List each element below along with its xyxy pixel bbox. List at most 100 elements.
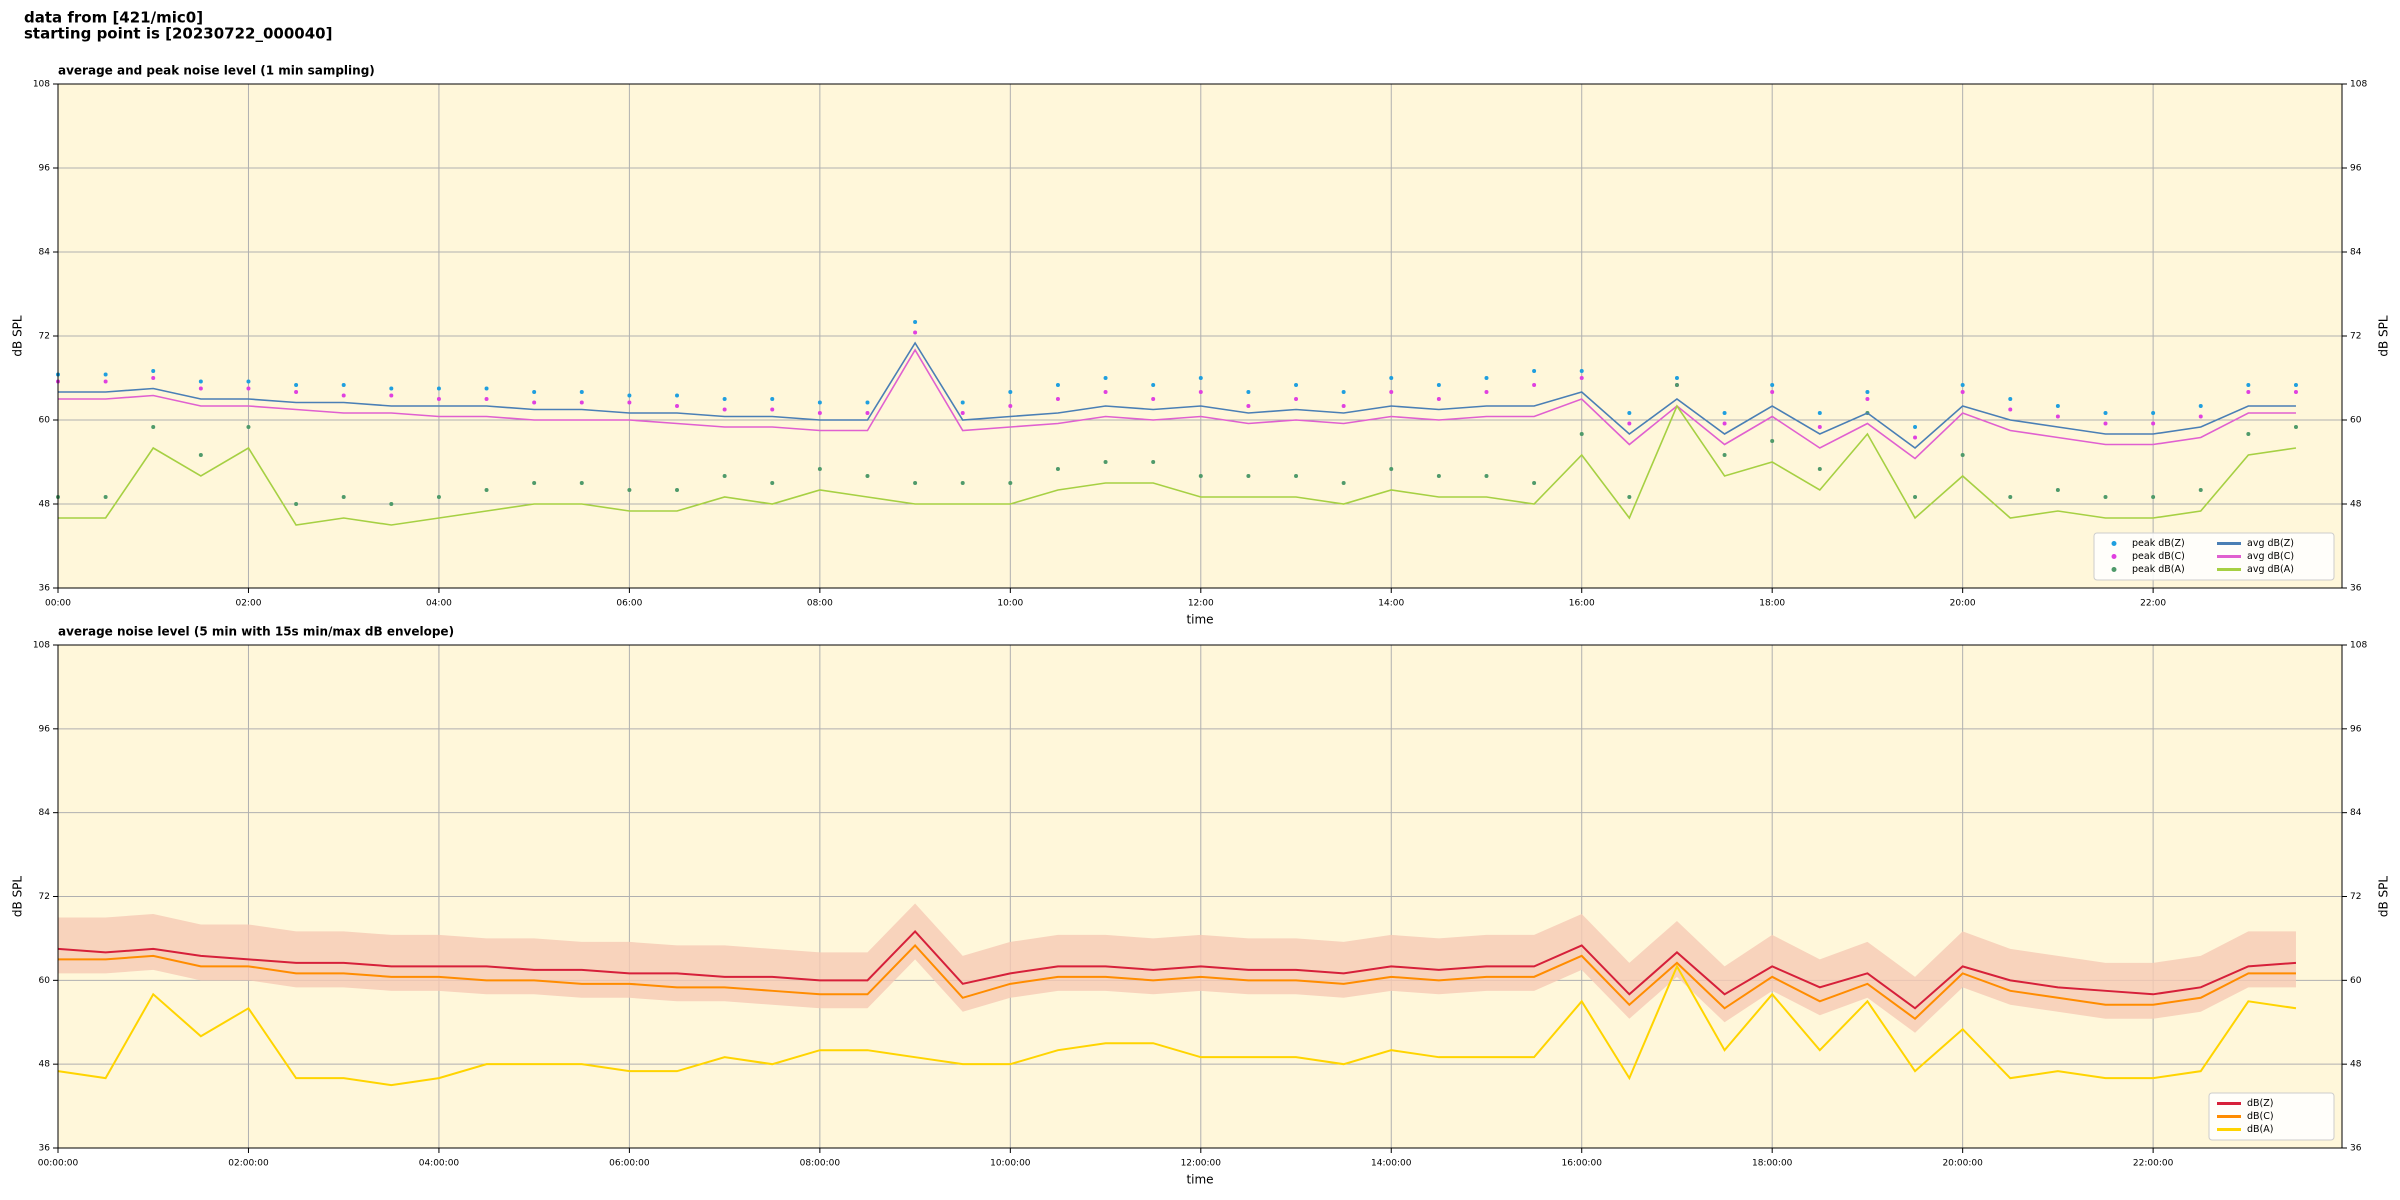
peak-dot xyxy=(960,481,965,485)
peak-dot xyxy=(2293,425,2298,429)
peak-dot xyxy=(1960,383,1965,387)
peak-dot xyxy=(1436,474,1441,478)
chart-title: average noise level (5 min with 15s min/… xyxy=(58,625,454,639)
header-line: data from [421/mic0] xyxy=(24,9,203,27)
peak-dot xyxy=(1532,383,1537,387)
peak-dot xyxy=(913,481,918,485)
y-tick-label: 72 xyxy=(39,892,50,902)
y-tick-label: 72 xyxy=(39,332,50,342)
peak-dot xyxy=(2151,421,2156,426)
legend-box xyxy=(2093,532,2335,581)
peak-dot xyxy=(770,397,775,401)
peak-dot xyxy=(2151,411,2156,415)
y-tick-label: 48 xyxy=(39,500,51,510)
peak-dot xyxy=(865,474,870,478)
legend-label: dB(A) xyxy=(2247,1124,2273,1135)
y-tick-label: 84 xyxy=(39,248,51,258)
legend-label: avg dB(C) xyxy=(2247,551,2294,562)
peak-dot xyxy=(2246,390,2251,394)
header-line: starting point is [20230722_000040] xyxy=(24,25,332,43)
peak-dot xyxy=(1484,376,1489,380)
x-tick-label: 12:00 xyxy=(1188,599,1214,609)
x-tick-label: 16:00:00 xyxy=(1562,1159,1603,1169)
peak-dot xyxy=(960,411,965,415)
peak-dot xyxy=(1579,376,1584,380)
peak-dot xyxy=(484,488,489,492)
peak-dot xyxy=(770,407,775,412)
peak-dot xyxy=(1960,390,1965,394)
peak-dot xyxy=(1532,369,1537,373)
peak-dot xyxy=(341,495,346,499)
peak-dot xyxy=(1246,404,1251,408)
peak-dot xyxy=(1532,481,1537,485)
x-tick-label: 00:00 xyxy=(45,599,71,609)
y2-tick-label: 36 xyxy=(2350,1144,2362,1154)
peak-dot xyxy=(103,372,108,377)
peak-dot xyxy=(1103,376,1108,380)
x-tick-label: 06:00:00 xyxy=(609,1159,650,1169)
peak-dot xyxy=(1103,390,1108,394)
x-tick-label: 10:00:00 xyxy=(990,1159,1031,1169)
peak-dot xyxy=(2008,397,2013,401)
peak-dot xyxy=(2246,383,2251,387)
y2-tick-label: 36 xyxy=(2350,584,2362,594)
x-tick-label: 16:00 xyxy=(1569,599,1595,609)
peak-dot xyxy=(436,495,441,499)
y-tick-label: 48 xyxy=(39,1060,51,1070)
peak-dot xyxy=(770,481,775,485)
peak-dot xyxy=(532,481,537,485)
peak-dot xyxy=(1008,390,1013,394)
peak-dot xyxy=(1151,397,1156,401)
peak-dot xyxy=(2198,488,2203,492)
x-tick-label: 08:00:00 xyxy=(800,1159,841,1169)
peak-dot xyxy=(1674,376,1679,380)
y2-axis-label: dB SPL xyxy=(2377,876,2391,918)
peak-dot xyxy=(817,467,822,471)
y2-tick-label: 96 xyxy=(2350,164,2362,174)
legend-label: avg dB(A) xyxy=(2247,564,2294,575)
peak-dot xyxy=(675,488,680,492)
peak-dot xyxy=(2055,404,2060,408)
peak-dot xyxy=(579,390,584,394)
peak-dot xyxy=(2055,414,2060,419)
peak-dot xyxy=(2103,421,2108,426)
peak-dot xyxy=(2198,414,2203,419)
peak-dot xyxy=(1722,411,1727,415)
series-line xyxy=(57,964,2297,1087)
peak-dot xyxy=(1294,474,1299,478)
peak-dot xyxy=(1579,432,1584,436)
peak-dot xyxy=(865,411,870,415)
peak-dot xyxy=(2246,432,2251,436)
y-tick-label: 96 xyxy=(39,164,51,174)
x-tick-label: 18:00:00 xyxy=(1752,1159,1793,1169)
y2-tick-label: 84 xyxy=(2350,808,2362,818)
y2-tick-label: 108 xyxy=(2350,641,2367,651)
peak-dot xyxy=(1817,411,1822,415)
peak-dot xyxy=(2198,404,2203,408)
peak-dot xyxy=(246,379,251,384)
y-axis-label: dB SPL xyxy=(11,876,25,918)
peak-dot xyxy=(1198,376,1203,380)
peak-dot xyxy=(1055,467,1060,471)
peak-dot xyxy=(1913,425,1918,429)
peak-dot xyxy=(1913,495,1918,499)
x-tick-label: 14:00 xyxy=(1378,599,1404,609)
peak-dot xyxy=(1484,390,1489,394)
peak-dot xyxy=(1246,390,1251,394)
peak-dot xyxy=(1389,376,1394,380)
x-tick-label: 20:00:00 xyxy=(1942,1159,1983,1169)
legend-label: peak dB(C) xyxy=(2132,551,2185,562)
peak-dot xyxy=(1817,467,1822,471)
peak-dot xyxy=(2008,495,2013,499)
y2-axis-label: dB SPL xyxy=(2377,315,2391,357)
peak-dot xyxy=(532,400,537,405)
y2-tick-label: 60 xyxy=(2350,976,2362,986)
peak-dot xyxy=(865,400,870,405)
peak-dot xyxy=(1865,390,1870,394)
peak-dot xyxy=(913,320,918,324)
peak-dot xyxy=(722,474,727,478)
x-axis-label: time xyxy=(1186,1173,1213,1187)
peak-dot xyxy=(341,393,346,398)
